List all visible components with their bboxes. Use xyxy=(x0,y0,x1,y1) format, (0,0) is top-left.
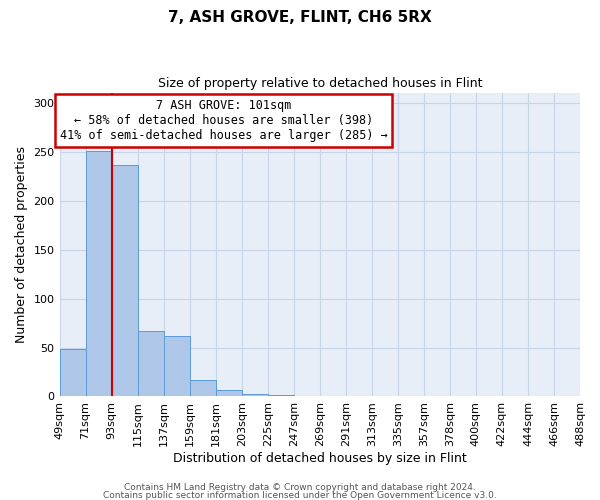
Bar xyxy=(215,390,242,396)
Bar xyxy=(59,350,86,397)
Bar xyxy=(112,164,137,396)
X-axis label: Distribution of detached houses by size in Flint: Distribution of detached houses by size … xyxy=(173,452,467,465)
Text: 7 ASH GROVE: 101sqm
← 58% of detached houses are smaller (398)
41% of semi-detac: 7 ASH GROVE: 101sqm ← 58% of detached ho… xyxy=(59,99,388,142)
Bar xyxy=(86,151,112,396)
Text: Contains HM Land Registry data © Crown copyright and database right 2024.: Contains HM Land Registry data © Crown c… xyxy=(124,484,476,492)
Bar xyxy=(242,394,268,396)
Title: Size of property relative to detached houses in Flint: Size of property relative to detached ho… xyxy=(158,78,482,90)
Text: 7, ASH GROVE, FLINT, CH6 5RX: 7, ASH GROVE, FLINT, CH6 5RX xyxy=(168,10,432,25)
Text: Contains public sector information licensed under the Open Government Licence v3: Contains public sector information licen… xyxy=(103,490,497,500)
Y-axis label: Number of detached properties: Number of detached properties xyxy=(15,146,28,344)
Bar xyxy=(137,331,164,396)
Bar xyxy=(190,380,215,396)
Bar xyxy=(164,336,190,396)
